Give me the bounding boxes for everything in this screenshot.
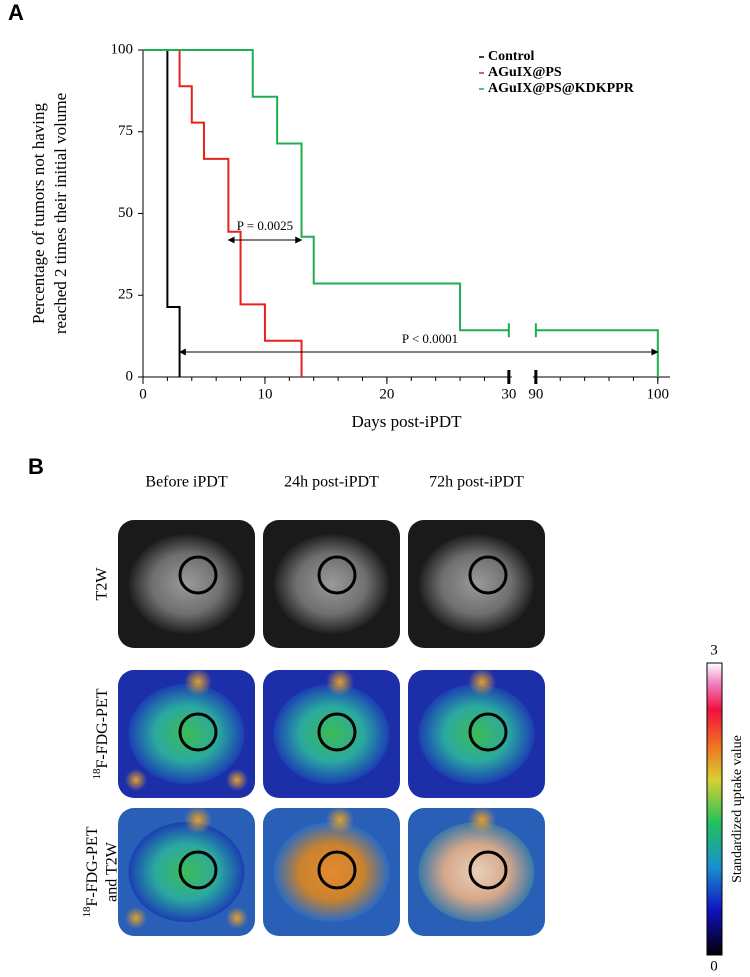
hotspot: [468, 806, 496, 834]
y-axis-label: reached 2 times their initial volume: [51, 93, 70, 334]
brain: [273, 822, 390, 922]
row-label: 18F-FDG-PET: [81, 826, 101, 917]
x-tick-label: 30: [501, 386, 516, 402]
brain: [273, 534, 390, 634]
colorbar-label: Standardized uptake value: [730, 735, 745, 883]
legend-label: Control: [488, 49, 535, 64]
hotspot: [184, 806, 212, 834]
column-header: Before iPDT: [145, 474, 227, 491]
y-tick-label: 100: [111, 41, 134, 57]
column-header: 72h post-iPDT: [429, 474, 524, 491]
survival-line: [143, 49, 181, 377]
hotspot: [226, 907, 248, 929]
brain: [273, 684, 390, 784]
brain: [418, 822, 535, 922]
hotspot: [326, 806, 354, 834]
brain: [128, 684, 245, 784]
row-label-sup: 18: [81, 906, 93, 918]
x-tick-label: 20: [379, 386, 394, 402]
column-header: 24h post-iPDT: [284, 474, 379, 491]
x-tick-label: 10: [257, 386, 272, 402]
brain: [418, 534, 535, 634]
annotation: P < 0.0001: [402, 331, 458, 346]
brain: [128, 822, 245, 922]
y-tick-label: 75: [118, 123, 133, 139]
roi-circle: [317, 850, 357, 890]
row-label: and T2W: [104, 841, 121, 902]
roi-circle: [468, 712, 508, 752]
brain: [418, 684, 535, 784]
image-grid: Before iPDT 24h post-iPDT 72h post-iPDT T2W…: [81, 474, 545, 936]
annotation: P = 0.0025: [237, 218, 293, 233]
x-tick-label: 100: [647, 386, 670, 402]
roi-circle: [178, 850, 218, 890]
y-tick-label: 25: [118, 287, 133, 303]
panel-label: A: [8, 0, 24, 25]
hotspot: [125, 907, 147, 929]
survival-line: [143, 49, 659, 377]
roi-circle: [178, 555, 218, 595]
legend-label: AGuIX@PS: [488, 65, 562, 80]
x-axis-label: Days post-iPDT: [351, 412, 462, 431]
colorbar-max: 3: [710, 642, 718, 658]
roi-circle: [468, 850, 508, 890]
hotspot: [226, 769, 248, 791]
colorbar: [706, 662, 723, 956]
hotspot: [326, 668, 354, 696]
row-label: T2W: [94, 567, 111, 601]
hotspot: [468, 668, 496, 696]
y-tick-label: 50: [118, 205, 133, 221]
row-label: 18F-FDG-PET: [91, 688, 111, 779]
y-tick-label: 0: [126, 368, 134, 384]
survival-line: [143, 49, 303, 377]
legend-label: AGuIX@PS@KDKPPR: [488, 81, 635, 96]
row-label-sup: 18: [91, 768, 103, 780]
roi-circle: [178, 712, 218, 752]
roi-circle: [317, 555, 357, 595]
y-axis-label: Percentage of tumors not having: [29, 103, 48, 324]
hotspot: [184, 668, 212, 696]
roi-circle: [317, 712, 357, 752]
roi-circle: [468, 555, 508, 595]
hotspot: [125, 769, 147, 791]
row-label-text: F-FDG-PET: [94, 688, 111, 768]
x-tick-label: 90: [528, 386, 543, 402]
row-label-text: F-FDG-PET: [84, 826, 101, 906]
panel-label: B: [28, 454, 44, 479]
x-tick-label: 0: [139, 386, 147, 402]
brain: [128, 534, 245, 634]
colorbar-min: 0: [710, 958, 718, 974]
